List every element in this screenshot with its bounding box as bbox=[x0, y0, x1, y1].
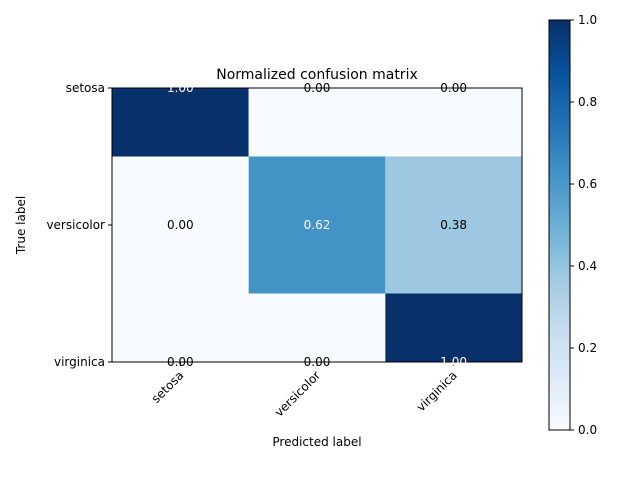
cell-value-labels: 1.00 0.00 0.00 0.00 0.62 0.38 0.00 0.00 1.00 bbox=[167, 81, 467, 369]
cell-value-label: 0.62 bbox=[304, 218, 331, 232]
heatmap-cell bbox=[112, 156, 249, 294]
x-tick-label: versicolor bbox=[272, 368, 323, 419]
colorbar-tick-label: 0.6 bbox=[578, 177, 597, 191]
y-tick-label: setosa bbox=[66, 81, 105, 95]
colorbar-tick-label: 0.4 bbox=[578, 259, 597, 273]
heatmap-cell bbox=[248, 88, 386, 157]
colorbar: 0.0 0.2 0.4 0.6 0.8 1.0 bbox=[548, 13, 597, 437]
colorbar-tick-label: 1.0 bbox=[578, 13, 597, 27]
cell-value-label: 0.00 bbox=[167, 355, 194, 369]
x-tick-label: virginica bbox=[414, 368, 460, 414]
heatmap-cell bbox=[385, 293, 522, 362]
colorbar-tick-label: 0.8 bbox=[578, 95, 597, 109]
cell-value-label: 0.00 bbox=[304, 355, 331, 369]
colorbar-tick-label: 0.2 bbox=[578, 341, 597, 355]
heatmap-cell bbox=[248, 293, 386, 362]
heatmap-cells bbox=[112, 88, 522, 362]
heatmap-cell bbox=[385, 156, 522, 294]
cell-value-label: 0.00 bbox=[304, 81, 331, 95]
cell-value-label: 0.38 bbox=[440, 218, 467, 232]
cell-value-label: 0.00 bbox=[167, 218, 194, 232]
x-tick-label: setosa bbox=[149, 368, 187, 406]
x-axis-label: Predicted label bbox=[272, 435, 361, 449]
heatmap-cell bbox=[248, 156, 386, 294]
heatmap-cell bbox=[112, 88, 249, 157]
heatmap-cell bbox=[385, 88, 522, 157]
cell-value-label: 1.00 bbox=[440, 355, 467, 369]
heatmap-cell bbox=[112, 293, 249, 362]
colorbar-ticks: 0.0 0.2 0.4 0.6 0.8 1.0 bbox=[570, 13, 597, 437]
cell-value-label: 1.00 bbox=[167, 81, 194, 95]
y-tick-label: versicolor bbox=[46, 218, 105, 232]
y-axis-label: True label bbox=[14, 196, 28, 255]
cell-value-label: 0.00 bbox=[440, 81, 467, 95]
chart-title: Normalized confusion matrix bbox=[216, 67, 418, 83]
y-tick-label: virginica bbox=[54, 355, 105, 369]
colorbar-tick-label: 0.0 bbox=[578, 423, 597, 437]
colorbar-gradient bbox=[548, 19, 571, 431]
